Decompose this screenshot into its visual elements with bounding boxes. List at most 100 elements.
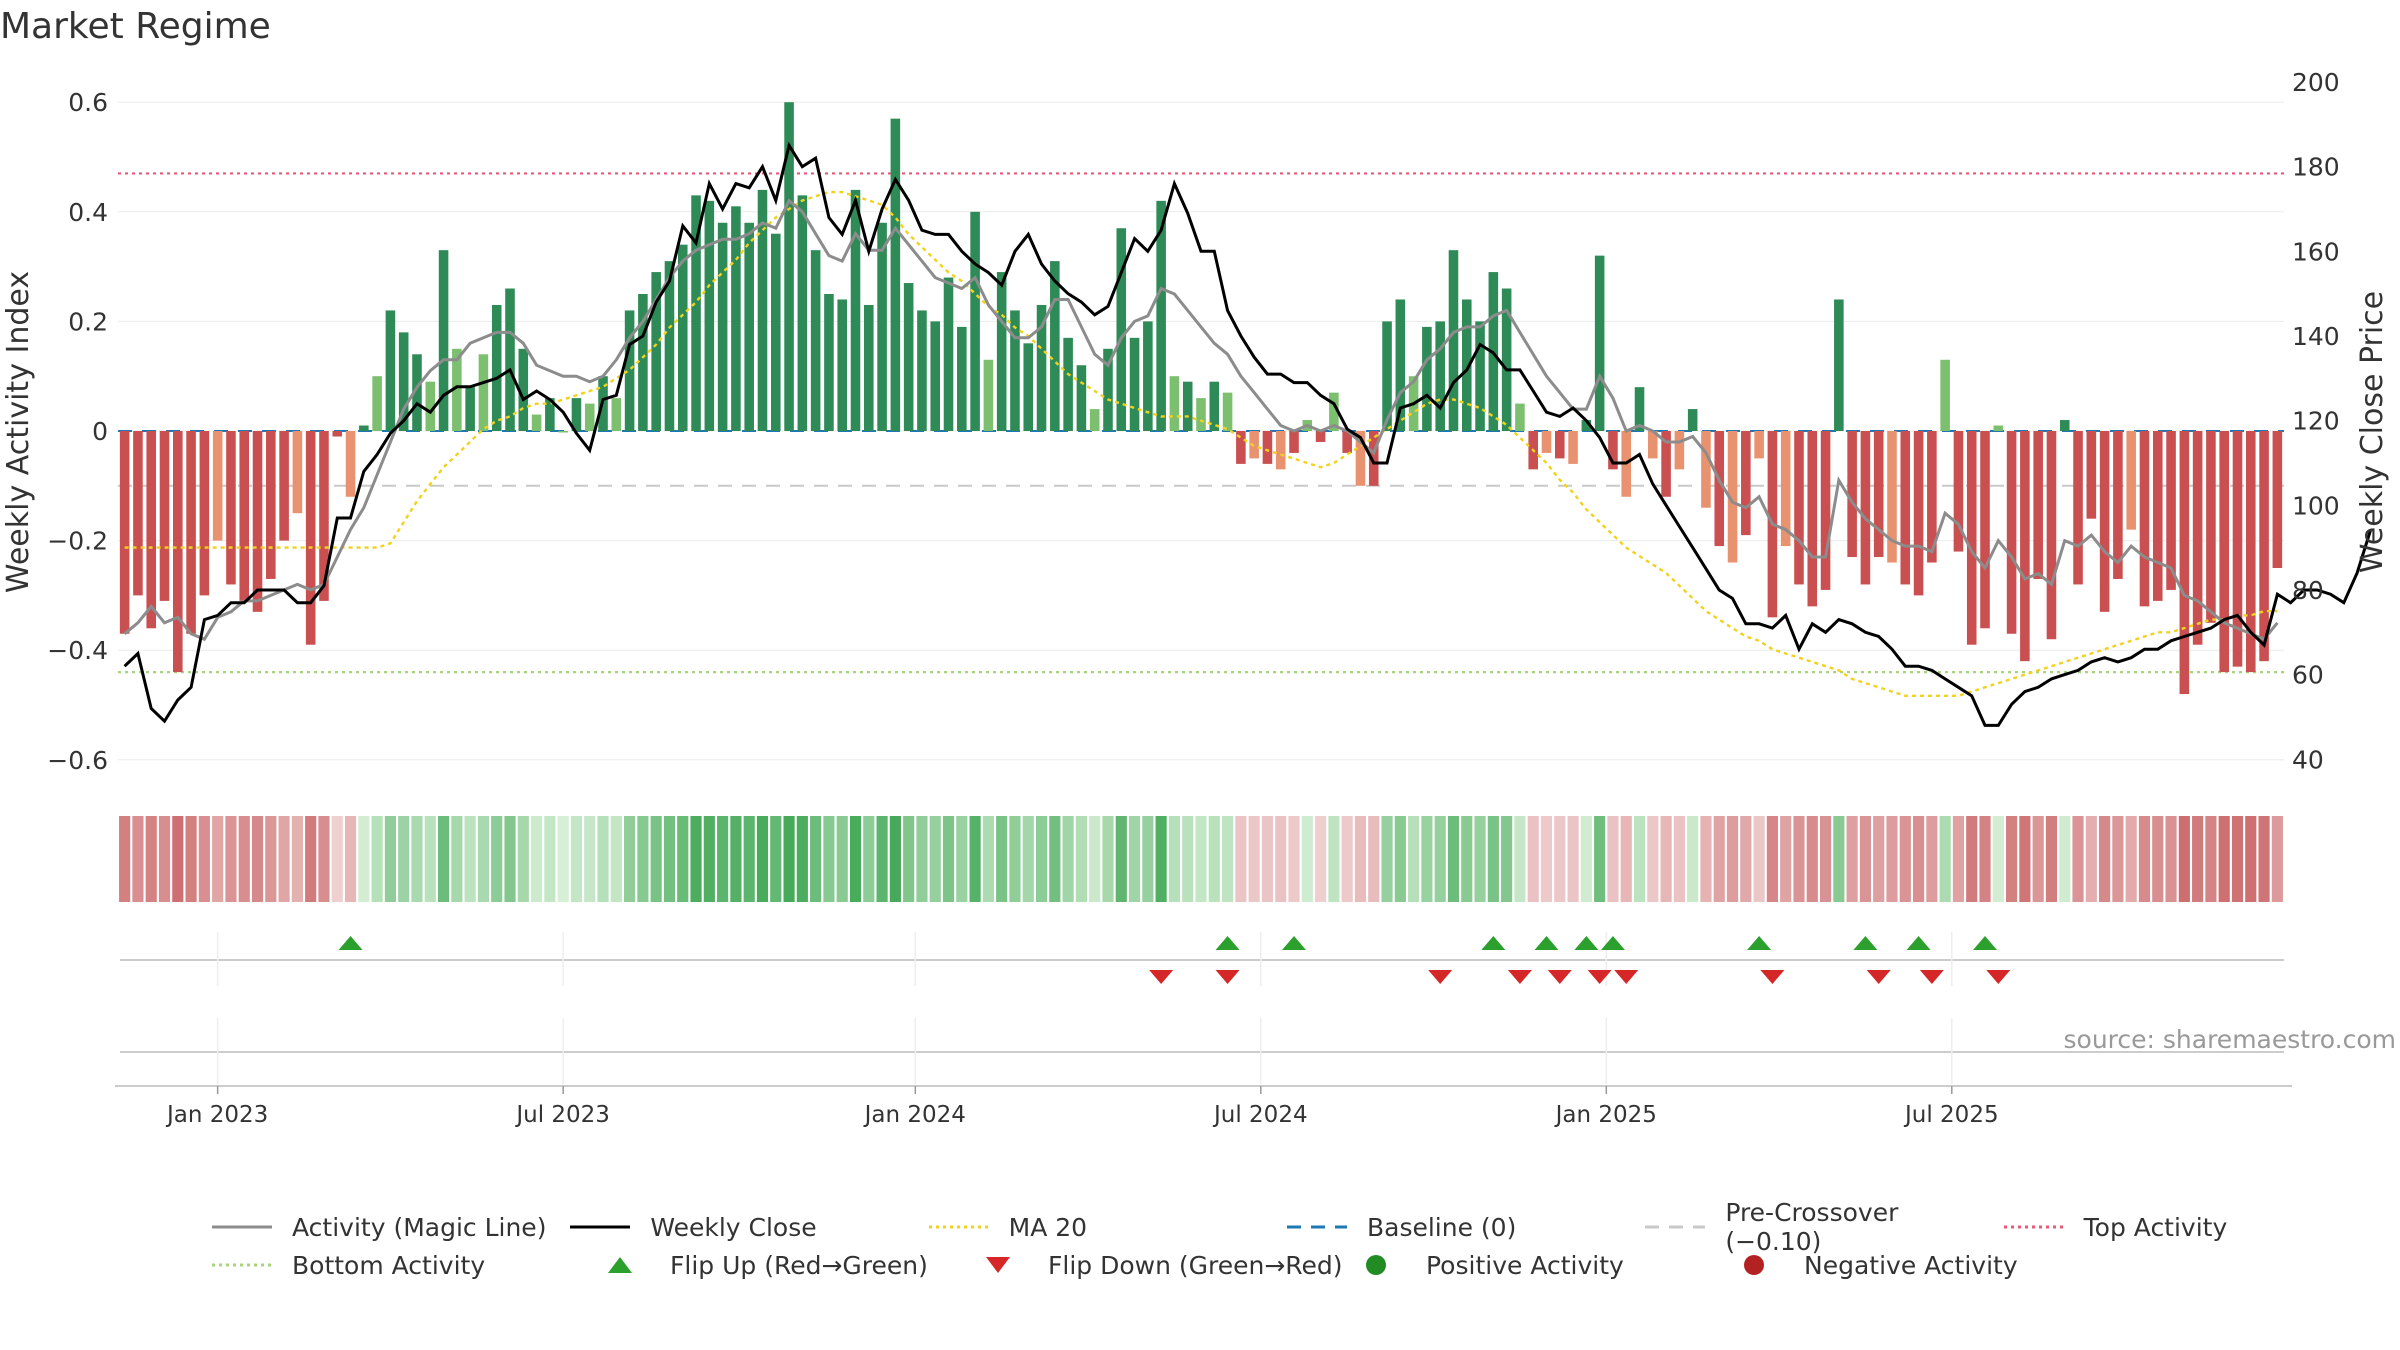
- activity-bar: [2059, 420, 2070, 431]
- activity-bar: [1050, 261, 1060, 431]
- regime-cell: [1195, 816, 1207, 902]
- activity-bar: [584, 403, 595, 431]
- activity-bar: [2046, 431, 2057, 640]
- flip-down-marker: [1986, 970, 2011, 984]
- activity-bar: [930, 321, 941, 431]
- regime-cell: [517, 816, 529, 902]
- regime-cell: [770, 816, 782, 902]
- regime-cell: [504, 816, 516, 902]
- regime-cell: [637, 816, 649, 902]
- regime-cell: [1966, 816, 1978, 902]
- activity-bar: [1727, 431, 1738, 563]
- regime-cell: [730, 816, 742, 902]
- activity-bar: [465, 387, 475, 431]
- activity-bar: [1687, 409, 1698, 431]
- regime-cell: [278, 816, 290, 902]
- activity-bar: [943, 277, 954, 431]
- activity-bar: [505, 288, 515, 431]
- regime-cell: [318, 816, 330, 902]
- activity-bar: [850, 189, 861, 431]
- legend-swatch-icon: [1744, 1255, 1764, 1275]
- activity-bar: [2192, 431, 2203, 645]
- activity-bar: [2020, 431, 2030, 662]
- legend-label: Flip Down (Green→Red): [1048, 1250, 1343, 1280]
- activity-bar: [877, 222, 887, 431]
- regime-cell: [1952, 816, 1965, 902]
- flip-up-marker: [1747, 936, 1772, 950]
- activity-bar: [146, 431, 157, 629]
- legend-swatch-icon: [570, 1225, 631, 1229]
- activity-bar: [571, 398, 582, 431]
- regime-cell: [1315, 816, 1327, 902]
- right-tick-label: 120: [2292, 407, 2340, 436]
- flip-up-marker: [1534, 936, 1559, 950]
- regime-cell: [624, 816, 636, 902]
- series-lines: [123, 141, 2372, 727]
- regime-cell: [477, 816, 490, 902]
- activity-bar: [1422, 326, 1432, 431]
- activity-bar: [1807, 431, 1818, 607]
- right-tick-label: 160: [2292, 237, 2340, 266]
- flip-down-marker: [1919, 970, 1944, 984]
- regime-cell: [1447, 816, 1460, 902]
- activity-bar: [359, 425, 369, 431]
- regime-cell: [1461, 816, 1473, 902]
- regime-cell: [743, 816, 755, 902]
- regime-cell: [1089, 816, 1101, 902]
- regime-cell: [1780, 816, 1792, 902]
- activity-bar: [1076, 365, 1087, 431]
- regime-cell: [1687, 816, 1699, 902]
- activity-bar: [624, 310, 635, 431]
- regime-cell: [2138, 816, 2151, 902]
- regime-cell: [836, 816, 848, 902]
- activity-bar: [1834, 299, 1844, 431]
- activity-bar: [1089, 409, 1100, 431]
- left-tick-label: −0.2: [47, 527, 108, 556]
- regime-cell: [1886, 816, 1898, 902]
- weekly-close-line: [123, 141, 2372, 727]
- regime-cell: [384, 816, 396, 902]
- activity-bar: [691, 195, 701, 431]
- activity-bar: [864, 304, 874, 431]
- regime-cell: [1926, 816, 1938, 902]
- regime-cell: [1208, 816, 1220, 902]
- activity-bar: [1275, 431, 1286, 470]
- activity-bar: [2259, 431, 2269, 662]
- regime-cell: [2231, 816, 2244, 902]
- regime-cell: [1567, 816, 1579, 902]
- regime-cell: [1753, 816, 1765, 902]
- flip-down-marker: [1547, 970, 1572, 984]
- regime-cell: [2072, 816, 2084, 902]
- right-tick-label: 100: [2292, 491, 2340, 520]
- activity-bar: [1355, 431, 1366, 486]
- activity-bars: [119, 102, 2283, 695]
- regime-cell: [2152, 816, 2164, 902]
- right-axis-label: Weekly Close Price: [2355, 291, 2390, 573]
- x-tick-label: Jan 2025: [1554, 1102, 1657, 1128]
- activity-bar: [452, 348, 462, 431]
- regime-cell: [158, 816, 171, 902]
- regime-cell: [1859, 816, 1871, 902]
- right-tick-label: 140: [2292, 322, 2340, 351]
- activity-bar: [159, 431, 170, 601]
- left-tick-label: 0.4: [68, 198, 108, 227]
- activity-bar: [744, 222, 754, 431]
- regime-cell: [1341, 816, 1353, 902]
- activity-bar: [425, 381, 436, 431]
- regime-cell: [291, 816, 303, 902]
- regime-cell: [889, 816, 901, 902]
- regime-cell: [491, 816, 503, 902]
- activity-bar: [1900, 431, 1911, 585]
- legend-item: Negative Activity: [1722, 1251, 2100, 1280]
- legend: Activity (Magic Line) Weekly Close MA 20 Ba…: [210, 1198, 2360, 1284]
- activity-bar: [983, 359, 994, 431]
- activity-bar: [638, 294, 648, 431]
- regime-cell: [1806, 816, 1818, 902]
- regime-cell: [172, 816, 184, 902]
- legend-item: Baseline (0): [1285, 1213, 1643, 1242]
- market-regime-chart: 0.6 0.4 0.2 0 −0.2 −0.4 −0.6 200 180 160 140 120 100…: [1, 68, 2396, 1128]
- legend-label: Baseline (0): [1366, 1212, 1517, 1242]
- regime-cell: [783, 816, 795, 902]
- activity-bar: [1860, 431, 1871, 585]
- regime-cell: [1501, 816, 1513, 902]
